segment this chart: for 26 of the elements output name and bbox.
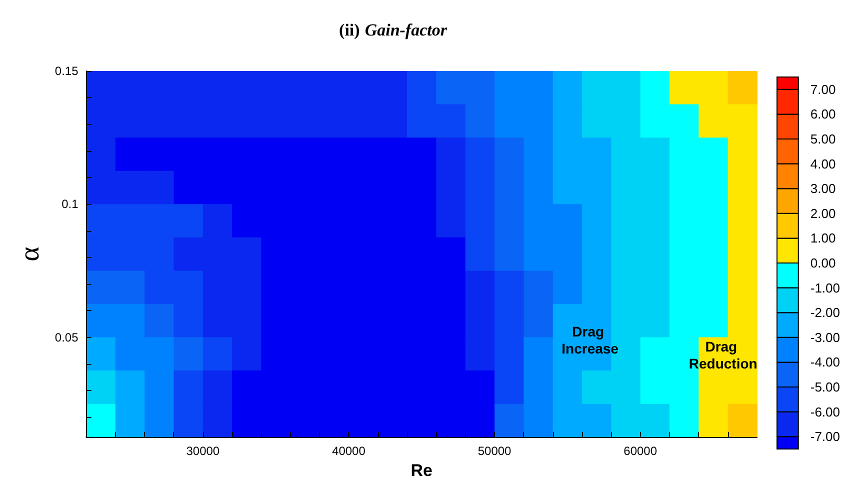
color-bar-label: 7.00 — [810, 82, 836, 97]
y-tick-label: 0.05 — [54, 330, 79, 344]
color-bar-label: -5.00 — [810, 380, 840, 394]
x-axis-title: Re — [410, 461, 432, 480]
color-bar-label: -2.00 — [810, 305, 840, 320]
color-bar-label: 1.00 — [810, 230, 836, 246]
color-bar-label: -7.00 — [810, 429, 840, 444]
y-tick-label: 0.15 — [54, 64, 79, 78]
x-tick-label: 30000 — [186, 444, 220, 458]
y-tick-label: 0.1 — [62, 197, 79, 212]
chart-title: (ii) Gain-factor — [339, 20, 448, 40]
color-bar-label: -3.00 — [810, 330, 840, 345]
color-bar-label: -4.00 — [810, 354, 840, 370]
color-bar-label: 4.00 — [810, 156, 836, 172]
color-bar-label: -6.00 — [810, 404, 840, 420]
x-tick-label: 50000 — [478, 444, 512, 458]
color-bar-label: 3.00 — [810, 181, 836, 196]
annotation: Drag Increase — [562, 324, 619, 357]
color-bar-label: 2.00 — [810, 206, 836, 221]
y-axis-title: α — [14, 246, 46, 262]
color-bar-label: 6.00 — [810, 106, 836, 122]
color-bar-label: -1.00 — [810, 280, 840, 296]
x-tick-label: 60000 — [624, 444, 658, 458]
color-bar-label: 5.00 — [810, 132, 836, 146]
color-bar-label: 0.00 — [810, 256, 836, 270]
x-tick-label: 40000 — [332, 444, 366, 458]
